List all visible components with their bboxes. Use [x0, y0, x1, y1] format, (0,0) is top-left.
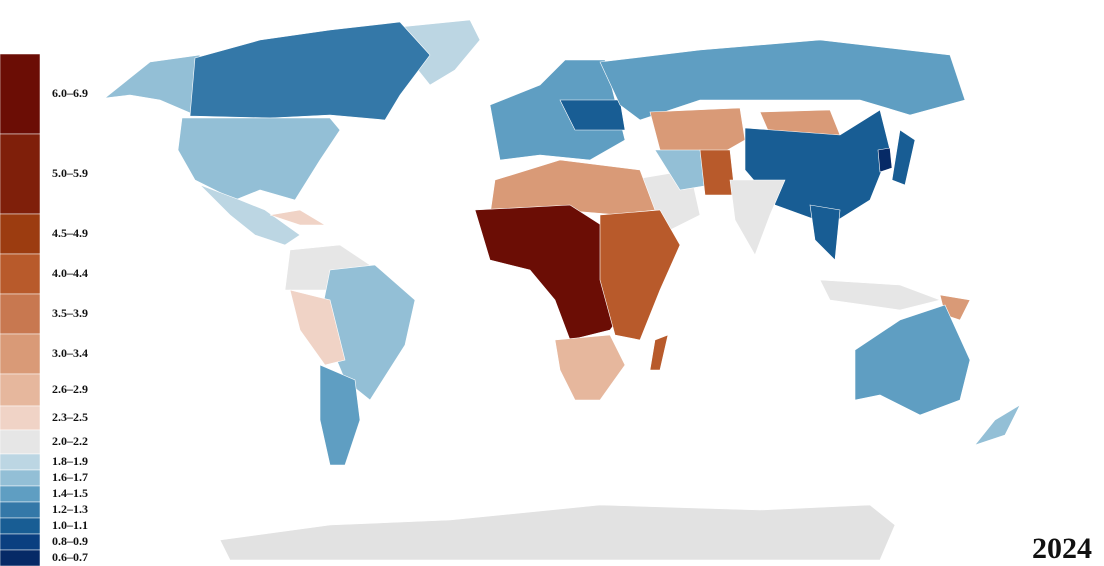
legend-label: 3.5–3.9 [52, 306, 88, 320]
andes [289, 289, 346, 366]
legend-swatch [0, 333, 41, 375]
legend-label: 0.6–0.7 [52, 550, 88, 564]
legend-swatch [0, 533, 41, 551]
legend-label: 2.6–2.9 [52, 382, 88, 396]
legend-swatch [0, 501, 41, 519]
southern-africa [554, 334, 626, 401]
legend-swatch [0, 453, 41, 471]
east-africa [599, 209, 681, 341]
legend-label: 3.0–3.4 [52, 346, 88, 360]
madagascar [649, 334, 669, 371]
japan [891, 129, 916, 186]
legend-label: 5.0–5.9 [52, 166, 88, 180]
legend-swatch [0, 373, 41, 407]
southeast-asia [809, 204, 841, 261]
usa [177, 117, 341, 201]
caribbean [269, 209, 327, 226]
legend-label: 1.8–1.9 [52, 454, 88, 468]
legend-label: 1.4–1.5 [52, 486, 88, 500]
world-map [103, 19, 1021, 561]
legend-swatch [0, 133, 41, 215]
legend-swatch [0, 293, 41, 335]
argentina [319, 364, 361, 466]
korea-japan [877, 147, 893, 173]
new-zealand [974, 404, 1021, 446]
legend-swatch [0, 517, 41, 535]
legend-label: 2.3–2.5 [52, 410, 88, 424]
europe [489, 59, 626, 161]
legend-swatch [0, 213, 41, 255]
australia [854, 304, 971, 416]
legend-label: 6.0–6.9 [52, 86, 88, 100]
legend-swatch [0, 429, 41, 455]
legend-label: 0.8–0.9 [52, 534, 88, 548]
year-label: 2024 [1032, 532, 1092, 565]
legend-label: 4.5–4.9 [52, 226, 88, 240]
indonesia [819, 279, 942, 311]
legend-label: 2.0–2.2 [52, 434, 88, 448]
legend-swatch [0, 485, 41, 503]
legend-swatch [0, 53, 41, 135]
eastern-europe [559, 99, 626, 131]
legend-label: 4.0–4.4 [52, 266, 88, 280]
legend-label: 1.6–1.7 [52, 470, 88, 484]
russia [599, 39, 966, 121]
alaska [103, 54, 201, 116]
canada [189, 21, 431, 121]
legend-swatch [0, 549, 41, 566]
legend-label: 1.2–1.3 [52, 502, 88, 516]
afghanistan-pakistan [699, 149, 736, 196]
mexico [199, 184, 301, 246]
antarctica [219, 504, 896, 561]
legend-swatch [0, 405, 41, 431]
legend-label: 1.0–1.1 [52, 518, 88, 532]
india [729, 179, 786, 256]
legend: 6.0–6.9 5.0–5.9 4.5–4.9 4.0–4.4 3.5–3.9 3.0–3… [0, 53, 88, 566]
legend-swatch [0, 253, 41, 295]
legend-swatch [0, 469, 41, 487]
